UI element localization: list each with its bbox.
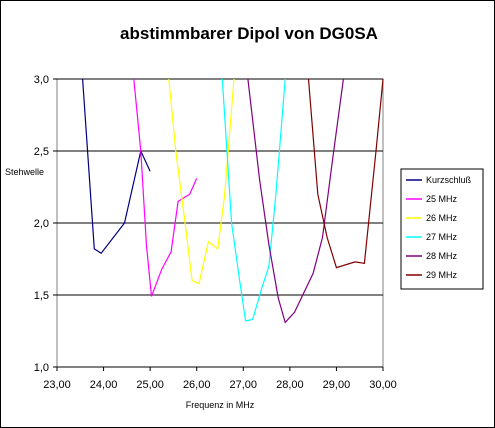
legend-label: Kurzschluß (426, 175, 472, 185)
x-tick-label: 24,00 (90, 379, 118, 391)
legend-label: 27 MHz (426, 232, 458, 242)
legend-label: 28 MHz (426, 251, 458, 261)
series-line (82, 78, 151, 254)
legend-label: 26 MHz (426, 213, 458, 223)
series-line (221, 78, 286, 322)
series-line (133, 78, 198, 297)
legend-box (400, 168, 484, 290)
x-tick-label: 27,00 (230, 379, 258, 391)
x-tick-label: 29,00 (323, 379, 351, 391)
axis-ticks: 1,0 1,5 2,0 2,5 3,0 23,00 24,00 25,00 26,00 27,00… (34, 74, 397, 391)
x-tick-label: 26,00 (183, 379, 211, 391)
x-tick-label: 23,00 (43, 379, 71, 391)
legend-label: 25 MHz (426, 194, 458, 204)
series-line (307, 78, 384, 269)
y-axis-label: Stehwelle (5, 167, 44, 177)
x-axis-label: Frequenz in MHz (186, 400, 255, 410)
y-tick-label: 1,0 (34, 362, 49, 374)
x-tick-label: 25,00 (136, 379, 164, 391)
y-tick-label: 3,0 (34, 74, 49, 86)
y-tick-label: 2,5 (34, 146, 49, 158)
series-line (247, 78, 344, 324)
x-tick-label: 30,00 (369, 379, 397, 391)
legend-label: 29 MHz (426, 270, 458, 280)
y-tick-label: 1,5 (34, 290, 49, 302)
series-line (168, 78, 235, 285)
x-tick-label: 28,00 (276, 379, 304, 391)
series-lines (82, 78, 384, 324)
chart-title: abstimmbarer Dipol von DG0SA (120, 24, 378, 43)
legend: Kurzschluß 25 MHz 26 MHz 27 MHz 28 MHz 29 MHz (400, 168, 484, 290)
gridlines (57, 78, 383, 368)
y-tick-label: 2,0 (34, 218, 49, 230)
